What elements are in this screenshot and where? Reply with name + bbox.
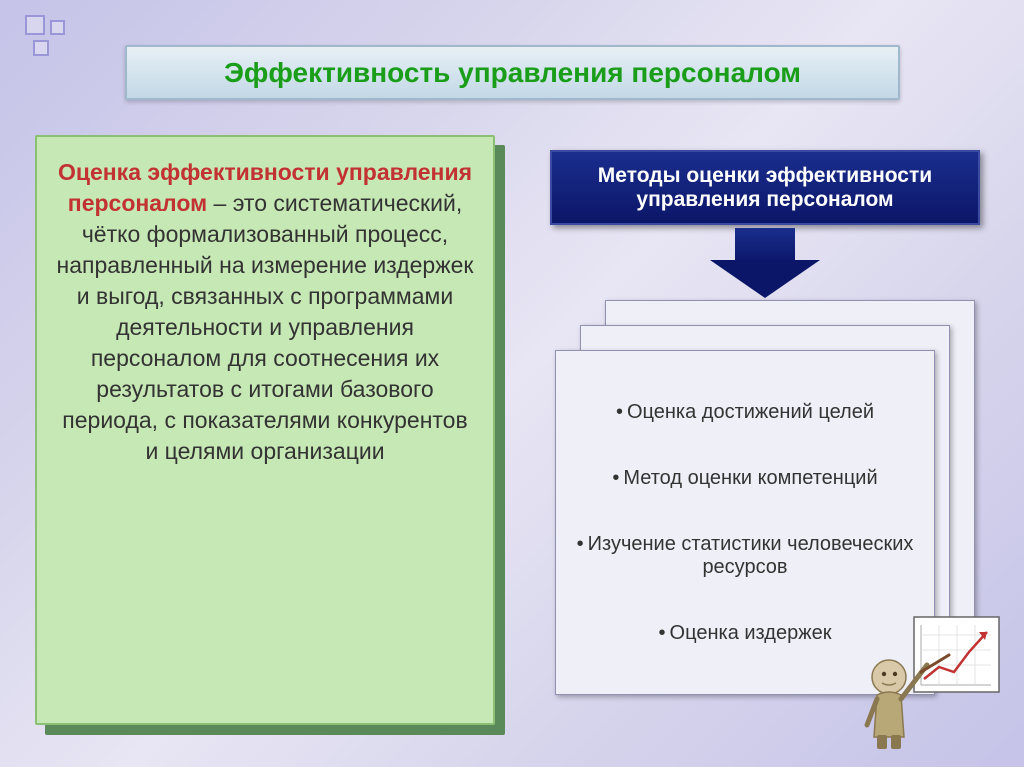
slide-title-bar: Эффективность управления персоналом xyxy=(125,45,900,100)
method-item: Оценка достижений целей xyxy=(576,401,914,424)
presenter-clipart-icon xyxy=(859,607,1004,752)
method-item: Метод оценки компетенций xyxy=(576,467,914,490)
arrow-down-icon xyxy=(690,228,840,298)
corner-decoration xyxy=(25,15,70,60)
methods-header: Методы оценки эффективности управления п… xyxy=(550,150,980,225)
methods-header-text: Методы оценки эффективности управления п… xyxy=(572,164,958,212)
method-item: Изучение статистики человеческих ресурсо… xyxy=(576,533,914,579)
definition-box: Оценка эффективности управления персонал… xyxy=(35,135,495,725)
definition-body: – это систематический, чётко формализова… xyxy=(57,190,474,464)
slide-title: Эффективность управления персоналом xyxy=(224,57,801,89)
